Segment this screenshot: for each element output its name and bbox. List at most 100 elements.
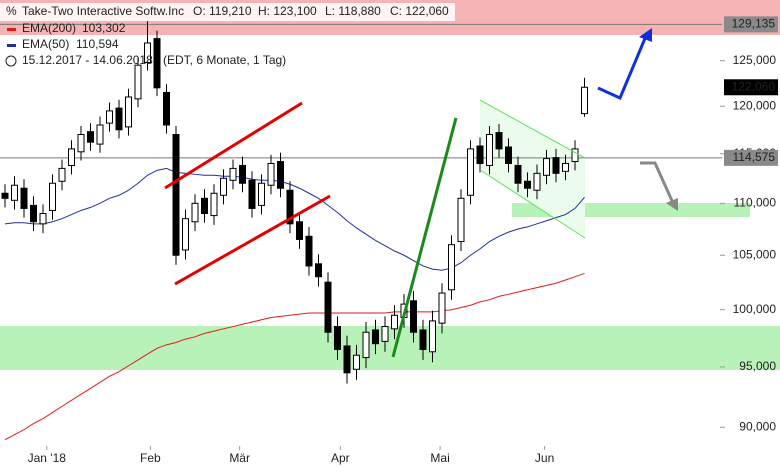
candle-body	[182, 218, 189, 251]
axis: 125,000120,000115,000110,000105,000100,0…	[28, 16, 778, 465]
candle-body	[581, 86, 588, 115]
candle-body	[391, 314, 398, 330]
y-tick-label: 105,000	[733, 247, 777, 261]
price-tag	[724, 149, 778, 166]
candle-body	[562, 162, 569, 172]
candle-body	[115, 107, 123, 131]
x-tick-label: Jan '18	[28, 451, 67, 465]
header: % Take-Two Interactive Softw.Inc O: 119,…	[0, 3, 455, 67]
y-tick-label: 125,000	[733, 53, 777, 67]
arrow-head	[666, 198, 678, 211]
candle-body	[467, 148, 474, 196]
header-bg	[0, 3, 455, 21]
candle-body	[419, 329, 427, 350]
legend-swatch	[7, 44, 16, 47]
candle-body	[524, 180, 531, 189]
up-arrow	[597, 35, 648, 101]
date-range: 15.12.2017 - 14.06.2018	[22, 53, 153, 67]
candle-body	[343, 345, 351, 374]
candle-body	[457, 197, 465, 243]
candle-body	[267, 162, 275, 186]
candle-body	[125, 96, 132, 128]
candle-body	[277, 161, 284, 189]
ohlc-high: H: 123,100	[258, 4, 317, 18]
candle-body	[239, 164, 246, 184]
arrow-head	[639, 28, 652, 42]
legend-swatch	[7, 28, 16, 31]
candle-body	[571, 148, 579, 163]
x-tick-label: Mär	[229, 451, 250, 465]
candle-body	[163, 91, 170, 126]
candle-body	[172, 134, 180, 256]
candle-body	[20, 187, 28, 209]
x-tick-label: Feb	[140, 451, 161, 465]
legend-value: 110,594	[76, 37, 119, 51]
ohlc-open: O: 119,210	[193, 4, 252, 18]
candle-body	[1, 192, 9, 199]
trend-line	[391, 117, 458, 358]
candle-body	[87, 131, 94, 143]
clock-icon	[5, 55, 17, 67]
down-arrow	[640, 161, 675, 204]
candle-body	[305, 235, 313, 267]
candle-body	[505, 146, 512, 164]
price-tag-label: 129,135	[732, 17, 776, 31]
candle-body	[495, 132, 503, 150]
candle-body	[372, 329, 379, 345]
price-tag-label: 114,575	[733, 150, 776, 164]
candle-body	[486, 134, 493, 166]
candle-body	[552, 157, 560, 174]
ohlc-close: C: 122,060	[390, 4, 449, 18]
candle-body	[315, 263, 322, 278]
candle-body	[220, 177, 227, 196]
ohlc-low: L: 118,880	[325, 4, 381, 18]
candle-body	[438, 292, 446, 324]
price-tag-label: 122,060	[732, 79, 776, 93]
y-tick-label: 110,000	[734, 196, 777, 210]
legend-name: EMA(50)	[22, 37, 69, 51]
price-tag	[724, 79, 778, 96]
ema-line	[4, 272, 585, 441]
flag-area	[480, 100, 585, 238]
y-tick-label: 100,000	[733, 302, 777, 316]
candle-body	[429, 320, 436, 353]
chart-info: (EDT, 6 Monate, 1 Tag)	[163, 53, 286, 67]
candle-body	[476, 145, 484, 164]
candle-body	[77, 134, 85, 153]
candle-body	[381, 326, 389, 342]
candle-body	[296, 221, 303, 240]
candle-body	[362, 331, 370, 359]
candle-body	[448, 244, 455, 291]
candle-body	[191, 202, 199, 223]
y-tick-label: 90,000	[739, 419, 776, 433]
plot	[0, 21, 722, 441]
legend-value: 103,302	[82, 21, 126, 35]
candle-body	[543, 158, 550, 176]
candle-body	[286, 189, 294, 225]
x-tick-label: Jun	[535, 451, 554, 465]
candle-body	[134, 64, 142, 100]
y-tick-label: 120,000	[733, 98, 777, 112]
ema-line	[4, 167, 585, 271]
candle-body	[49, 182, 56, 211]
candle-body	[324, 281, 332, 333]
price-tag	[724, 16, 778, 33]
support-zone	[0, 326, 780, 370]
candle-body	[58, 167, 66, 182]
candle-body	[106, 110, 113, 124]
candle-body	[153, 38, 161, 89]
x-tick-label: Apr	[331, 451, 350, 465]
icon: %	[6, 4, 17, 18]
candle-body	[248, 179, 256, 209]
drawings	[164, 28, 678, 358]
candle-body	[353, 354, 360, 370]
channel-line	[164, 101, 303, 190]
candle-body	[96, 124, 104, 145]
channel-line	[174, 194, 331, 286]
candle-body	[229, 167, 237, 181]
candle-body	[410, 300, 417, 333]
legend-name: EMA(200)	[22, 21, 76, 35]
candle-body	[334, 326, 341, 350]
